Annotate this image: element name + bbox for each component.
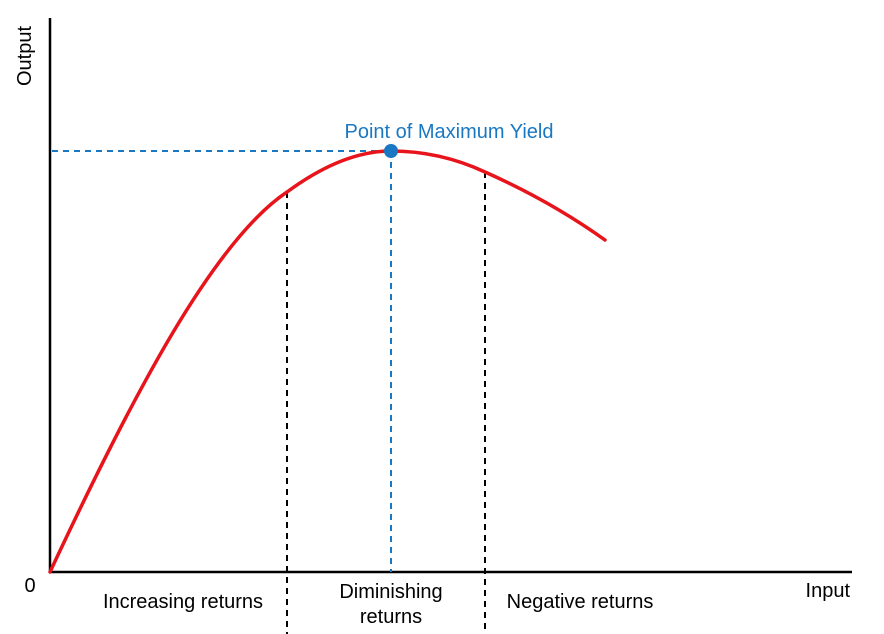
x-axis-label: Input	[806, 580, 851, 602]
diminishing-returns-label-line1: Diminishing	[339, 581, 442, 603]
negative-returns-label: Negative returns	[507, 591, 654, 613]
max-yield-point	[384, 144, 398, 158]
total-product-curve	[48, 149, 607, 574]
diminishing-returns-label-line2: returns	[360, 606, 422, 628]
origin-label: 0	[24, 575, 35, 597]
peak-label: Point of Maximum Yield	[345, 121, 554, 143]
y-axis-label: Output	[14, 26, 36, 86]
increasing-returns-label: Increasing returns	[103, 591, 263, 613]
